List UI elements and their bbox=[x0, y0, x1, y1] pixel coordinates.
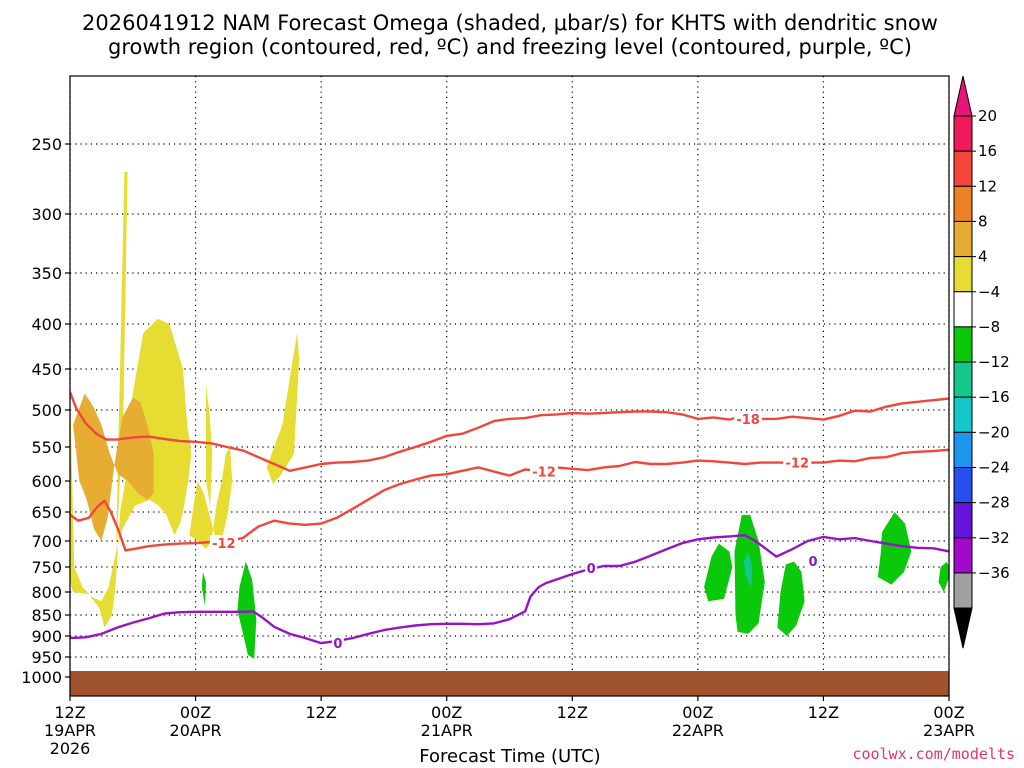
x-tick-label: 12Z bbox=[557, 703, 588, 722]
credit-text: coolwx.com/modelts bbox=[852, 745, 1015, 763]
colorbar-arrow-top bbox=[953, 75, 973, 117]
terrain-layer bbox=[70, 671, 949, 696]
colorbar-swatch bbox=[953, 502, 973, 539]
omega-region-12 bbox=[938, 561, 949, 592]
y-tick-label: 900 bbox=[31, 627, 62, 646]
colorbar-arrow-bottom bbox=[953, 607, 973, 649]
contour-label: -12 bbox=[212, 537, 236, 552]
x-axis-label: Forecast Time (UTC) bbox=[419, 746, 600, 767]
contour-label-bg bbox=[209, 535, 238, 551]
omega-region-10 bbox=[777, 561, 805, 636]
x-tick-date: 22APR bbox=[672, 721, 724, 740]
colorbar-label: −4 bbox=[978, 283, 1000, 301]
terrain-band bbox=[70, 671, 949, 696]
x-tick-date: 23APR bbox=[923, 721, 975, 740]
colorbar-label: −32 bbox=[978, 529, 1010, 547]
omega-region-1 bbox=[189, 447, 233, 549]
omega-region-2 bbox=[206, 385, 213, 506]
y-tick-label: 450 bbox=[31, 360, 62, 379]
x-tick-label: 12Z bbox=[305, 703, 336, 722]
chart-title: 2026041912 NAM Forecast Omega (shaded, μ… bbox=[82, 11, 938, 35]
omega-shading-layer bbox=[70, 172, 949, 659]
omega-region-7 bbox=[201, 572, 206, 606]
y-tick-label: 850 bbox=[31, 606, 62, 625]
omega-region-13 bbox=[743, 551, 753, 587]
contour-label: 0 bbox=[333, 637, 342, 652]
colorbar-label: −8 bbox=[978, 318, 1000, 336]
contour-label-bg bbox=[530, 463, 559, 479]
x-tick-label: 12Z bbox=[808, 703, 839, 722]
contour-label-bg bbox=[331, 635, 344, 651]
colorbar-swatch bbox=[953, 467, 973, 504]
colorbar-swatch bbox=[953, 185, 973, 222]
x-tick-label: 00Z bbox=[180, 703, 211, 722]
omega-region-8 bbox=[704, 543, 733, 602]
contour-label: 0 bbox=[808, 555, 817, 570]
colorbar-swatch bbox=[953, 431, 973, 469]
dgz-contour--18 bbox=[70, 391, 949, 472]
contour-label-bg bbox=[806, 552, 819, 568]
plot-frame bbox=[69, 75, 950, 697]
colorbar-label: −12 bbox=[978, 353, 1010, 371]
omega-colorbar: 20 16 12 8 4 −4 −8 −12 −16 −20 −24 −28 −32 −36 bbox=[953, 75, 1010, 649]
y-tick-label: 950 bbox=[31, 648, 62, 667]
contour-label: -12 bbox=[532, 465, 556, 480]
x-tick-date: 19APR bbox=[44, 721, 96, 740]
colorbar-swatch bbox=[953, 291, 973, 328]
x-tick-label: 00Z bbox=[431, 703, 462, 722]
y-tick-label: 400 bbox=[31, 315, 62, 334]
colorbar-swatch bbox=[953, 150, 973, 187]
colorbar-label: 4 bbox=[978, 248, 988, 266]
y-axis-pressure-ticks: 250 300 350 400 450 500 550 600 650 700 750 800 850 9… bbox=[21, 135, 70, 687]
y-tick-label: 500 bbox=[31, 401, 62, 420]
colorbar-label: −16 bbox=[978, 388, 1010, 406]
omega-region-4 bbox=[266, 333, 300, 485]
y-tick-label: 750 bbox=[31, 558, 62, 577]
contour-label: -12 bbox=[786, 457, 810, 472]
colorbar-swatch bbox=[953, 396, 973, 433]
colorbar-swatch bbox=[953, 256, 973, 293]
colorbar-swatch bbox=[953, 220, 973, 258]
y-tick-label: 650 bbox=[31, 503, 62, 522]
colorbar-label: −36 bbox=[978, 564, 1010, 582]
contour-label: 0 bbox=[587, 562, 596, 577]
y-tick-label: 300 bbox=[31, 205, 62, 224]
contour-label-bg bbox=[585, 560, 598, 575]
y-tick-label: 350 bbox=[31, 264, 62, 283]
colorbar-label: 16 bbox=[978, 142, 997, 160]
colorbar-label: 20 bbox=[978, 107, 997, 125]
contour-label-bg bbox=[734, 410, 763, 426]
colorbar-swatch bbox=[953, 115, 973, 152]
colorbar-swatch bbox=[953, 326, 973, 363]
contour-label: -18 bbox=[736, 413, 760, 428]
x-tick-date: 21APR bbox=[421, 721, 473, 740]
freezing-contour-0 bbox=[70, 534, 949, 645]
y-tick-label: 250 bbox=[31, 135, 62, 154]
x-tick-label: 12Z bbox=[54, 703, 85, 722]
omega-region-11 bbox=[877, 512, 912, 585]
grid-lines bbox=[69, 76, 950, 696]
y-tick-label: 1000 bbox=[21, 668, 62, 687]
chart-subtitle: growth region (contoured, red, ºC) and f… bbox=[108, 35, 912, 59]
colorbar-swatch bbox=[953, 537, 973, 574]
y-tick-label: 800 bbox=[31, 583, 62, 602]
colorbar-label: −24 bbox=[978, 459, 1010, 477]
x-tick-label: 00Z bbox=[682, 703, 713, 722]
x-tick-label: 00Z bbox=[933, 703, 964, 722]
y-tick-label: 550 bbox=[31, 438, 62, 457]
contour-label-bg bbox=[783, 454, 812, 470]
y-tick-label: 700 bbox=[31, 532, 62, 551]
colorbar-swatch bbox=[953, 361, 973, 398]
colorbar-label: 12 bbox=[978, 177, 997, 195]
x-tick-year: 2026 bbox=[50, 739, 91, 758]
colorbar-swatch bbox=[953, 572, 973, 609]
contour-labels-layer: -18 -12 -12 -12 0 0 0 bbox=[209, 410, 819, 652]
y-tick-label: 600 bbox=[31, 472, 62, 491]
x-tick-date: 20APR bbox=[170, 721, 222, 740]
colorbar-label: 8 bbox=[978, 212, 988, 230]
colorbar-label: −28 bbox=[978, 494, 1010, 512]
colorbar-label: −20 bbox=[978, 423, 1010, 441]
